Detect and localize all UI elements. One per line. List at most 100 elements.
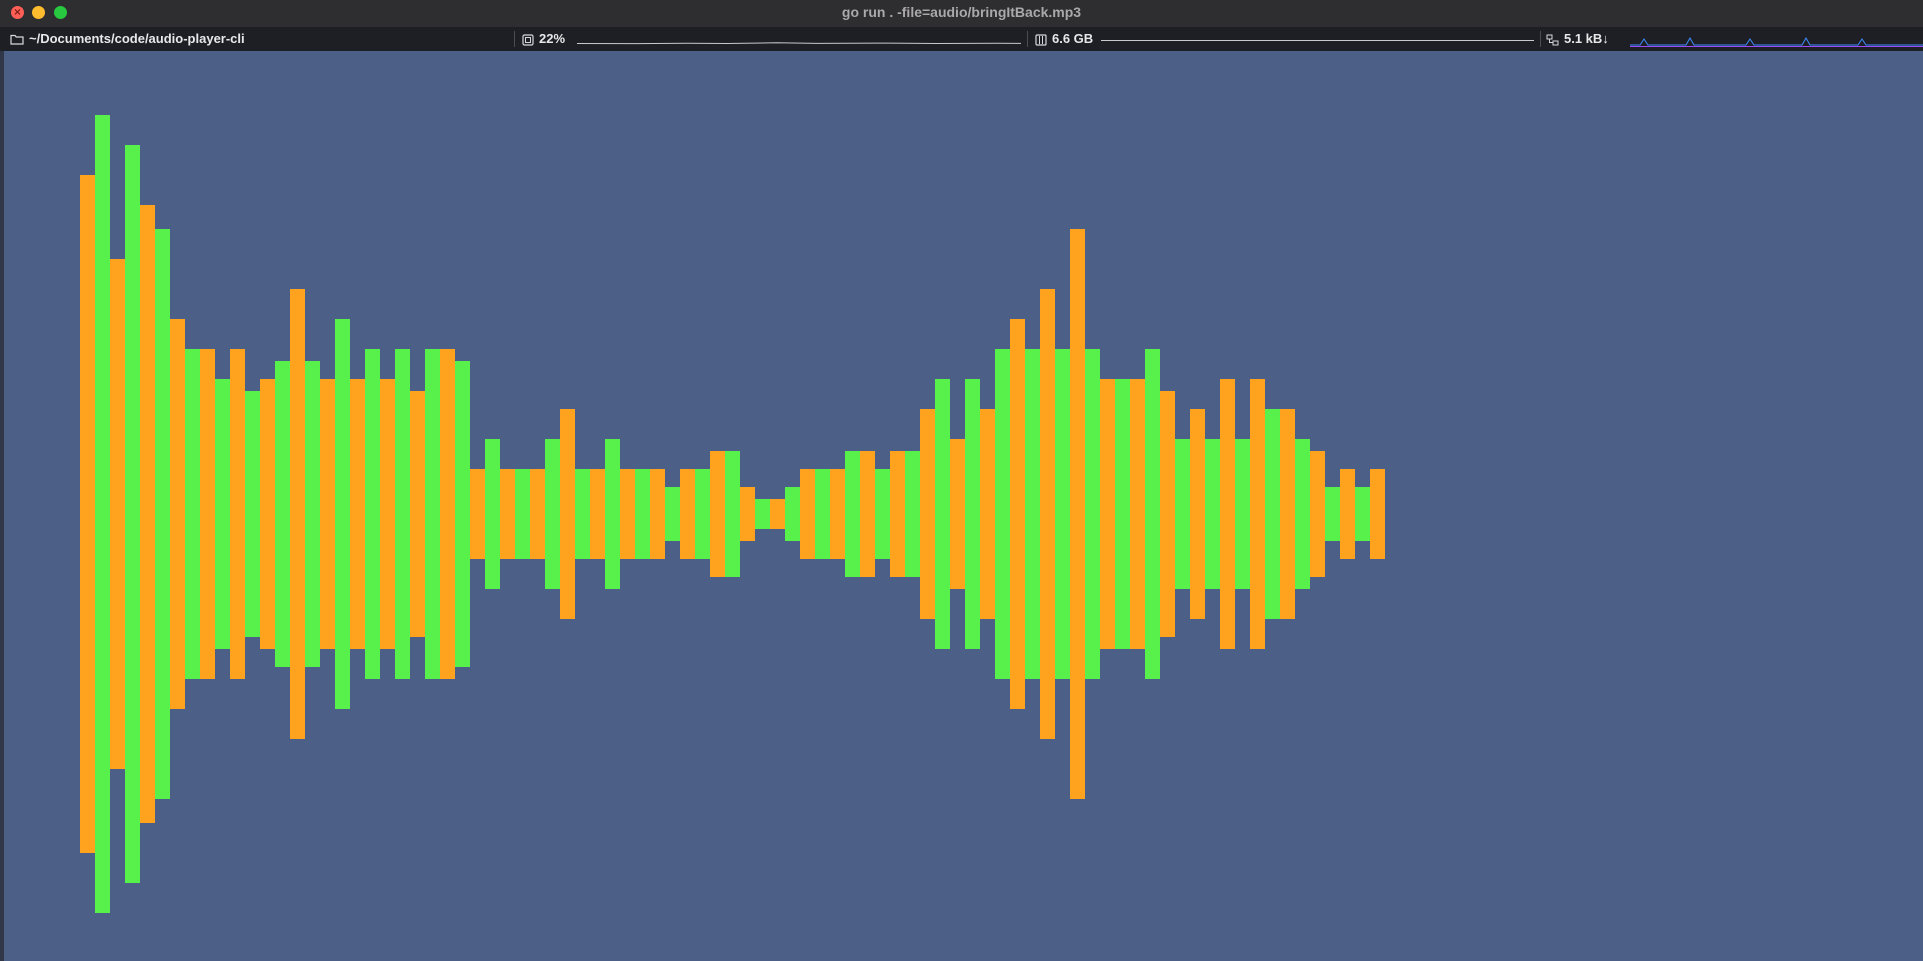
visualizer-bar — [320, 379, 335, 649]
window-edge — [0, 51, 4, 961]
visualizer-bar — [530, 469, 545, 559]
visualizer-bar — [1040, 289, 1055, 739]
visualizer-bar — [275, 361, 290, 667]
visualizer-bar — [770, 499, 785, 529]
visualizer-bar — [125, 145, 140, 883]
close-icon: × — [13, 7, 22, 18]
visualizer-bar — [710, 451, 725, 577]
visualizer-bar — [620, 469, 635, 559]
visualizer-bar — [290, 289, 305, 739]
visualizer-bar — [845, 451, 860, 577]
visualizer-bar — [1235, 439, 1250, 589]
working-directory[interactable]: ~/Documents/code/audio-player-cli — [10, 27, 245, 51]
visualizer-bar — [485, 439, 500, 589]
visualizer-bar — [995, 349, 1010, 679]
network-sparkline — [1630, 36, 1923, 47]
visualizer-bar — [1340, 469, 1355, 559]
visualizer-bar — [1025, 349, 1040, 679]
visualizer-bar — [170, 319, 185, 709]
status-divider — [514, 31, 515, 47]
status-bar: ~/Documents/code/audio-player-cli 22% 6.… — [0, 27, 1923, 51]
visualizer-bar — [755, 499, 770, 529]
cpu-usage[interactable]: 22% — [522, 27, 565, 51]
visualizer-bar — [140, 205, 155, 823]
visualizer-bar — [1250, 379, 1265, 649]
folder-icon — [10, 34, 24, 45]
visualizer-bar — [110, 259, 125, 769]
visualizer-bar — [365, 349, 380, 679]
visualizer-bar — [860, 451, 875, 577]
cpu-icon — [522, 33, 534, 46]
visualizer-bar — [1130, 379, 1145, 649]
visualizer-bar — [1055, 349, 1070, 679]
network-icon — [1546, 34, 1559, 46]
visualizer-bar — [80, 175, 95, 853]
visualizer-bar — [395, 349, 410, 679]
visualizer-bar — [980, 409, 995, 619]
visualizer-bar — [305, 361, 320, 667]
visualizer-bar — [1310, 451, 1325, 577]
visualizer-bar — [245, 391, 260, 637]
visualizer-bar — [875, 469, 890, 559]
status-divider — [1540, 31, 1541, 47]
visualizer-bar — [650, 469, 665, 559]
close-window-button[interactable]: × — [11, 6, 24, 19]
visualizer-bar — [1160, 391, 1175, 637]
network-usage[interactable]: 5.1 kB↓ — [1546, 27, 1609, 51]
visualizer-bar — [665, 487, 680, 541]
visualizer-bar — [1295, 439, 1310, 589]
visualizer-bar — [1370, 469, 1385, 559]
memory-sparkline — [1101, 40, 1534, 41]
visualizer-bar — [230, 349, 245, 679]
visualizer-bar — [455, 361, 470, 667]
directory-path: ~/Documents/code/audio-player-cli — [29, 31, 245, 46]
visualizer-bar — [560, 409, 575, 619]
visualizer-bar — [335, 319, 350, 709]
visualizer-bar — [905, 451, 920, 577]
visualizer-bar — [950, 439, 965, 589]
visualizer-bar — [935, 379, 950, 649]
visualizer-bar — [1145, 349, 1160, 679]
visualizer-bar — [500, 469, 515, 559]
visualizer-bar — [920, 409, 935, 619]
visualizer-bar — [1175, 439, 1190, 589]
memory-icon — [1035, 33, 1047, 46]
visualizer-bar — [575, 469, 590, 559]
visualizer-bar — [800, 469, 815, 559]
visualizer-bar — [95, 115, 110, 913]
memory-value: 6.6 GB — [1052, 31, 1094, 46]
visualizer-bar — [1100, 379, 1115, 649]
visualizer-bar — [1190, 409, 1205, 619]
visualizer-bar — [425, 349, 440, 679]
visualizer-bar — [155, 229, 170, 799]
visualizer-bar — [200, 349, 215, 679]
window-titlebar: × go run . -file=audio/bringItBack.mp3 — [0, 0, 1923, 27]
visualizer-bar — [890, 451, 905, 577]
minimize-window-button[interactable] — [32, 6, 45, 19]
maximize-window-button[interactable] — [54, 6, 67, 19]
visualizer-bar — [185, 349, 200, 679]
cpu-sparkline — [577, 42, 1021, 45]
visualizer-bar — [1070, 229, 1085, 799]
window-title: go run . -file=audio/bringItBack.mp3 — [841, 4, 1082, 20]
terminal-area — [4, 51, 1923, 961]
visualizer-bar — [1325, 487, 1340, 541]
visualizer-bar — [1280, 409, 1295, 619]
visualizer-bar — [1265, 409, 1280, 619]
visualizer-bar — [695, 469, 710, 559]
network-value: 5.1 kB↓ — [1564, 31, 1609, 46]
memory-usage[interactable]: 6.6 GB — [1035, 27, 1093, 51]
visualizer-bar — [1220, 379, 1235, 649]
visualizer-bar — [350, 379, 365, 649]
visualizer-bar — [965, 379, 980, 649]
cpu-value: 22% — [539, 31, 566, 46]
visualizer-bar — [680, 469, 695, 559]
visualizer-bar — [260, 379, 275, 649]
visualizer-bar — [1355, 487, 1370, 541]
visualizer-bar — [635, 469, 650, 559]
visualizer-bar — [590, 469, 605, 559]
status-divider — [1027, 31, 1028, 47]
visualizer-bar — [440, 349, 455, 679]
visualizer-bar — [470, 469, 485, 559]
visualizer-bar — [815, 469, 830, 559]
